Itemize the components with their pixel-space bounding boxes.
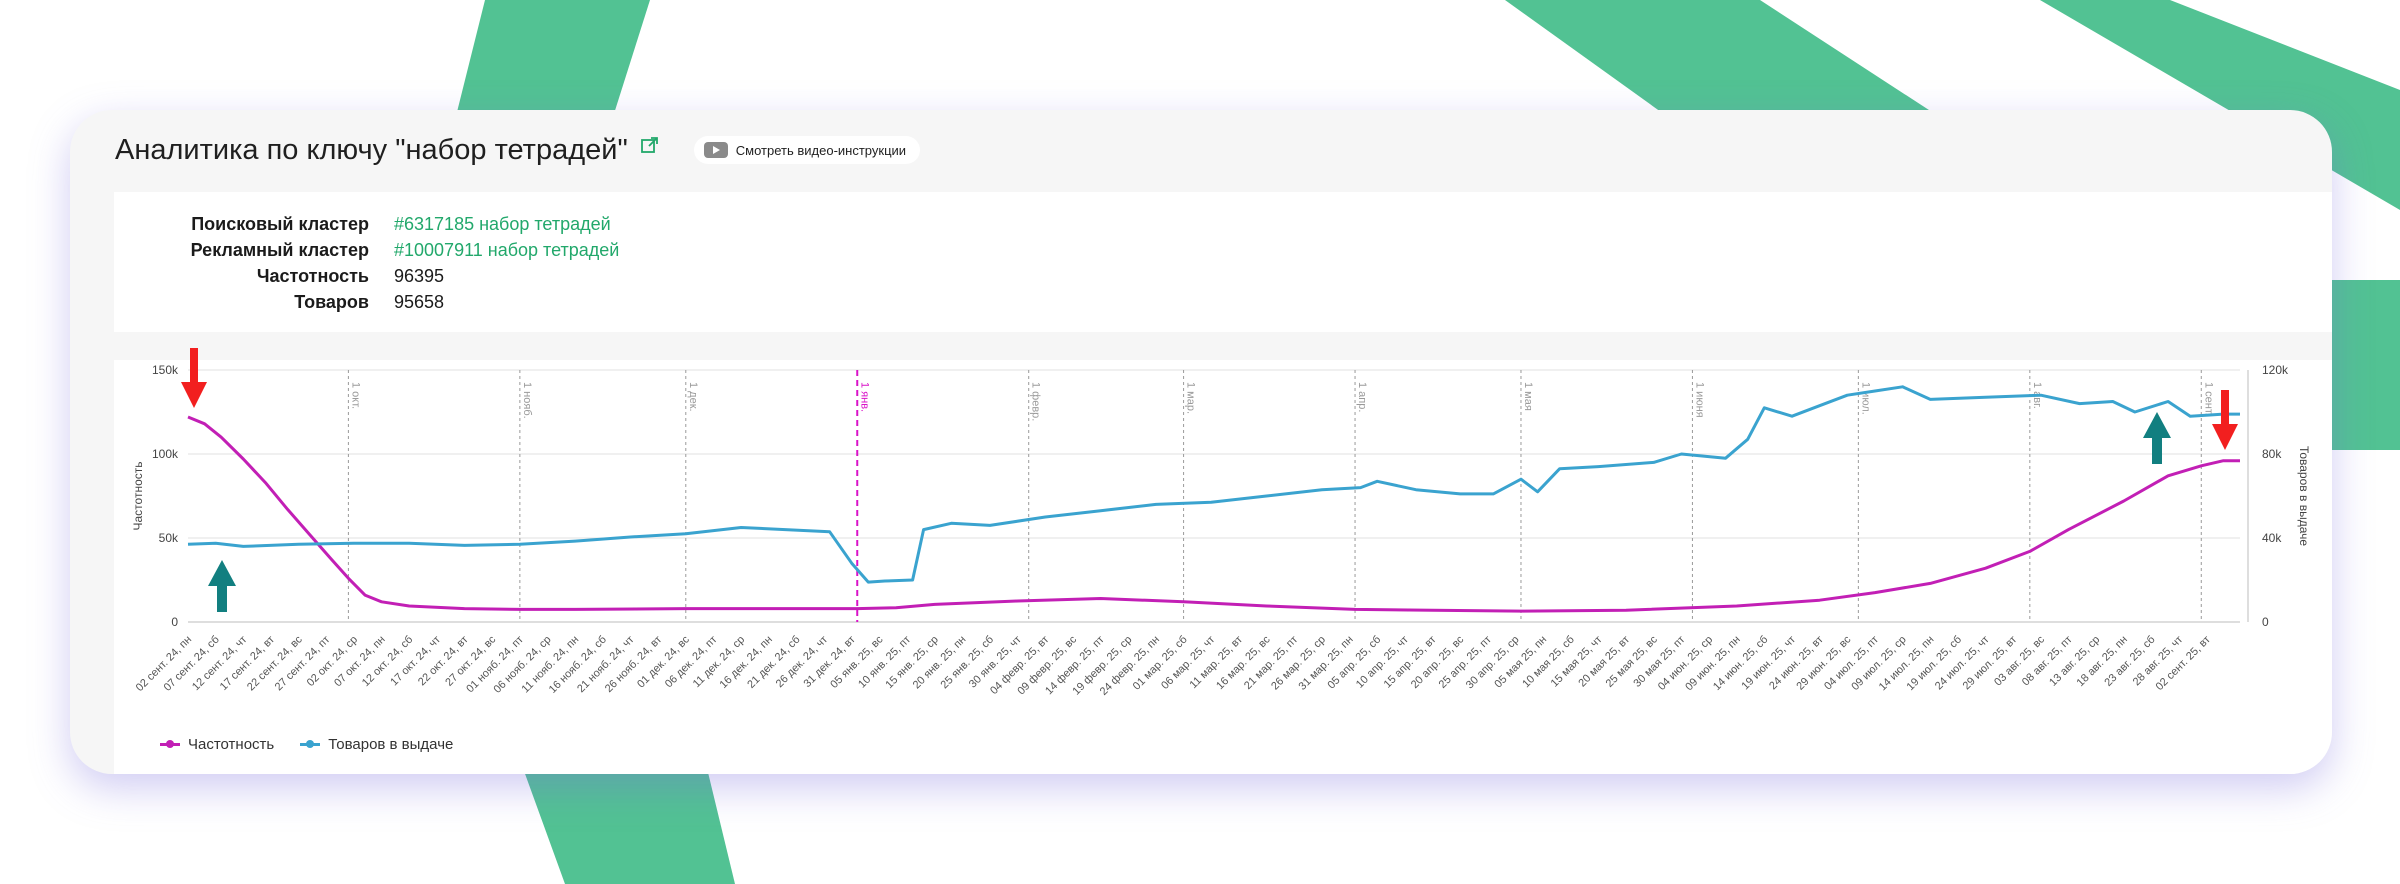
video-instructions-label: Смотреть видео-инструкции	[735, 142, 907, 158]
info-row-search-cluster: Поисковый кластер #6317185 набор тетраде…	[114, 214, 714, 240]
products-value: 95658	[394, 292, 445, 312]
play-video-icon	[703, 142, 728, 158]
external-link-icon[interactable]	[640, 135, 660, 155]
legend-label-products: Товаров в выдаче	[328, 736, 454, 753]
ad-cluster-link[interactable]: #10007911 набор тетрадей	[394, 240, 620, 260]
card-header: Аналитика по ключу "набор тетрадей" Смот…	[115, 124, 921, 176]
video-instructions-button[interactable]: Смотреть видео-инструкции	[693, 136, 921, 164]
legend-marker-products	[300, 740, 321, 748]
chart-legend: Частотность Товаров в выдаче	[160, 736, 479, 753]
frequency-value: 96395	[394, 266, 445, 286]
products-label: Товаров	[294, 292, 369, 312]
info-row-ad-cluster: Рекламный кластер #10007911 набор тетрад…	[114, 240, 714, 266]
chart-panel	[114, 360, 2332, 774]
legend-item-frequency[interactable]: Частотность	[160, 736, 274, 753]
page-title: Аналитика по ключу "набор тетрадей"	[115, 133, 628, 166]
ad-cluster-label: Рекламный кластер	[190, 240, 369, 260]
search-cluster-link[interactable]: #6317185 набор тетрадей	[394, 214, 611, 234]
info-row-products: Товаров 95658	[114, 292, 714, 318]
legend-label-frequency: Частотность	[188, 736, 275, 753]
legend-marker-frequency	[160, 740, 180, 748]
cluster-info-panel: Поисковый кластер #6317185 набор тетраде…	[114, 192, 2332, 332]
legend-item-products[interactable]: Товаров в выдаче	[300, 736, 453, 753]
info-row-frequency: Частотность 96395	[114, 266, 714, 292]
search-cluster-label: Поисковый кластер	[191, 214, 369, 234]
frequency-label: Частотность	[256, 266, 369, 286]
analytics-card: Аналитика по ключу "набор тетрадей" Смот…	[70, 110, 2332, 774]
